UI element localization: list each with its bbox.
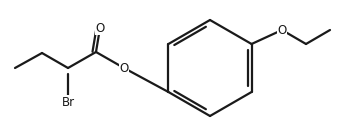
Text: O: O xyxy=(278,23,287,36)
Text: O: O xyxy=(119,62,129,75)
Text: O: O xyxy=(95,22,105,34)
Text: Br: Br xyxy=(62,95,75,108)
